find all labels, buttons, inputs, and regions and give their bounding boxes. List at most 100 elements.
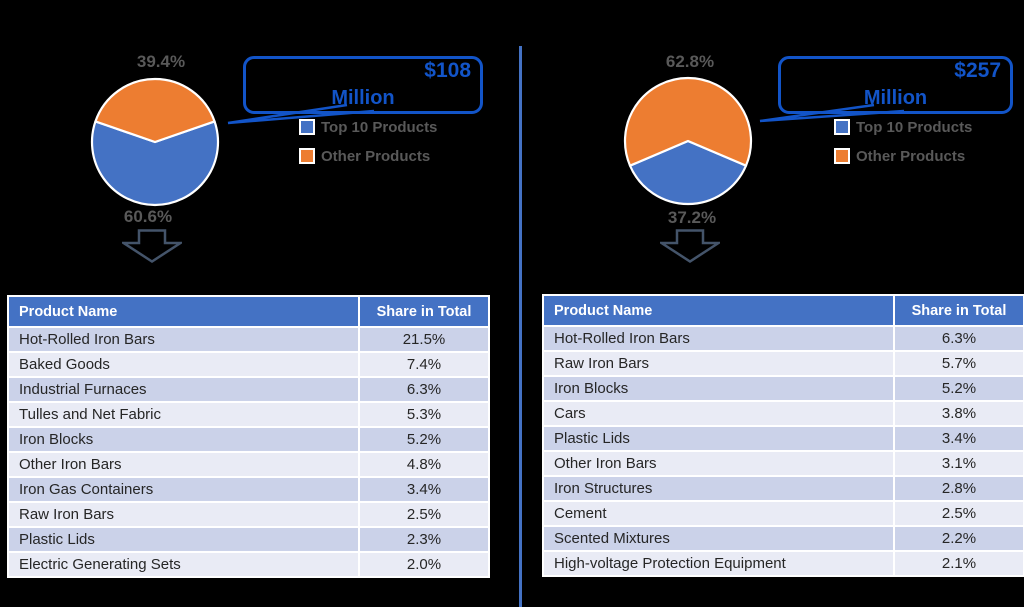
table-row: Raw Iron Bars 5.7% [542, 350, 1024, 377]
share-value-cell: 2.5% [893, 500, 1024, 527]
table-row: Raw Iron Bars 2.5% [7, 501, 490, 528]
share-value-cell: 7.4% [358, 351, 490, 378]
top10-products-table: Product Name Share in Total Hot-Rolled Iro… [542, 294, 1024, 577]
share-value-cell: 6.3% [893, 325, 1024, 352]
down-arrow-shape [122, 229, 182, 263]
legend-label: Other Products [856, 147, 966, 165]
pie-chart [89, 76, 221, 208]
legend-item-other: Other Products [834, 147, 972, 165]
legend-item-top10: Top 10 Products [834, 118, 972, 136]
product-name-cell: Iron Gas Containers [7, 476, 360, 503]
pie-slice-other-products [623, 76, 753, 167]
pie-top10-share-label: 37.2% [667, 208, 717, 227]
share-value-cell: 2.3% [358, 526, 490, 553]
table-row: Electric Generating Sets 2.0% [7, 551, 490, 578]
pie-other-share-label: 39.4% [136, 52, 186, 71]
column-header-share-in-total: Share in Total [358, 295, 490, 328]
product-name-cell: Raw Iron Bars [7, 501, 360, 528]
product-name-cell: Iron Blocks [542, 375, 895, 402]
table-row: Other Iron Bars 3.1% [542, 450, 1024, 477]
panel-right: 62.8% 37.2% $257 Million Top 10 Products… [512, 0, 1024, 607]
vertical-divider [519, 46, 522, 607]
share-value-cell: 3.4% [893, 425, 1024, 452]
table-row: Iron Blocks 5.2% [542, 375, 1024, 402]
share-value-cell: 2.1% [893, 550, 1024, 577]
total-unit: Million [863, 87, 928, 109]
share-value-cell: 6.3% [358, 376, 490, 403]
pie-chart-svg [90, 77, 220, 207]
table-row: Iron Structures 2.8% [542, 475, 1024, 502]
table-row: Scented Mixtures 2.2% [542, 525, 1024, 552]
legend-item-top10: Top 10 Products [299, 118, 437, 136]
share-value-cell: 3.8% [893, 400, 1024, 427]
column-header-share-in-total: Share in Total [893, 294, 1024, 327]
total-value: $257 [954, 59, 1001, 82]
table-row: Other Iron Bars 4.8% [7, 451, 490, 478]
table-row: Baked Goods 7.4% [7, 351, 490, 378]
product-name-cell: Baked Goods [7, 351, 360, 378]
table-header-row: Product Name Share in Total [542, 294, 1024, 327]
product-name-cell: Plastic Lids [542, 425, 895, 452]
product-name-cell: Other Iron Bars [542, 450, 895, 477]
top10-swatch-icon [299, 119, 315, 135]
table-row: Plastic Lids 3.4% [542, 425, 1024, 452]
pie-chart-svg [623, 76, 753, 206]
total-value: $108 [424, 59, 471, 82]
pie-other-share-label: 62.8% [665, 52, 715, 71]
product-name-cell: High-voltage Protection Equipment [542, 550, 895, 577]
table-row: Iron Gas Containers 3.4% [7, 476, 490, 503]
product-name-cell: Cars [542, 400, 895, 427]
product-name-cell: Iron Blocks [7, 426, 360, 453]
legend: Top 10 Products Other Products [299, 118, 437, 176]
product-name-cell: Industrial Furnaces [7, 376, 360, 403]
table-row: Cars 3.8% [542, 400, 1024, 427]
table-row: High-voltage Protection Equipment 2.1% [542, 550, 1024, 577]
pie-slice-other-products [94, 77, 216, 144]
product-name-cell: Raw Iron Bars [542, 350, 895, 377]
table-row: Industrial Furnaces 6.3% [7, 376, 490, 403]
share-value-cell: 4.8% [358, 451, 490, 478]
share-value-cell: 2.5% [358, 501, 490, 528]
pie-slice-top10-products [628, 139, 748, 206]
product-name-cell: Hot-Rolled Iron Bars [542, 325, 895, 352]
total-callout: $108 Million [243, 56, 483, 114]
panel-left: 39.4% 60.6% $108 Million Top 10 Products… [7, 52, 490, 578]
down-arrow-icon [660, 229, 720, 263]
product-name-cell: Scented Mixtures [542, 525, 895, 552]
pie-chart [622, 75, 754, 207]
column-header-product-name: Product Name [542, 294, 895, 327]
top10-swatch-icon [834, 119, 850, 135]
share-value-cell: 5.3% [358, 401, 490, 428]
product-name-cell: Tulles and Net Fabric [7, 401, 360, 428]
share-value-cell: 2.0% [358, 551, 490, 578]
product-name-cell: Electric Generating Sets [7, 551, 360, 578]
share-value-cell: 21.5% [358, 326, 490, 353]
share-value-cell: 5.2% [893, 375, 1024, 402]
total-unit: Million [331, 87, 395, 109]
share-value-cell: 5.7% [893, 350, 1024, 377]
pie-slice-top10-products [90, 120, 220, 207]
product-name-cell: Other Iron Bars [7, 451, 360, 478]
legend: Top 10 Products Other Products [834, 118, 972, 176]
legend-item-other: Other Products [299, 147, 437, 165]
down-arrow-icon [122, 229, 182, 263]
share-value-cell: 5.2% [358, 426, 490, 453]
table-row: Tulles and Net Fabric 5.3% [7, 401, 490, 428]
other-swatch-icon [834, 148, 850, 164]
table-row: Hot-Rolled Iron Bars 21.5% [7, 326, 490, 353]
total-callout: $257 Million [778, 56, 1013, 114]
table-row: Hot-Rolled Iron Bars 6.3% [542, 325, 1024, 352]
product-name-cell: Cement [542, 500, 895, 527]
share-value-cell: 3.1% [893, 450, 1024, 477]
legend-label: Top 10 Products [321, 118, 438, 136]
legend-label: Top 10 Products [856, 118, 973, 136]
product-name-cell: Hot-Rolled Iron Bars [7, 326, 360, 353]
share-value-cell: 3.4% [358, 476, 490, 503]
product-name-cell: Plastic Lids [7, 526, 360, 553]
table-header-row: Product Name Share in Total [7, 295, 490, 328]
table-row: Iron Blocks 5.2% [7, 426, 490, 453]
legend-label: Other Products [321, 147, 431, 165]
other-swatch-icon [299, 148, 315, 164]
share-value-cell: 2.8% [893, 475, 1024, 502]
